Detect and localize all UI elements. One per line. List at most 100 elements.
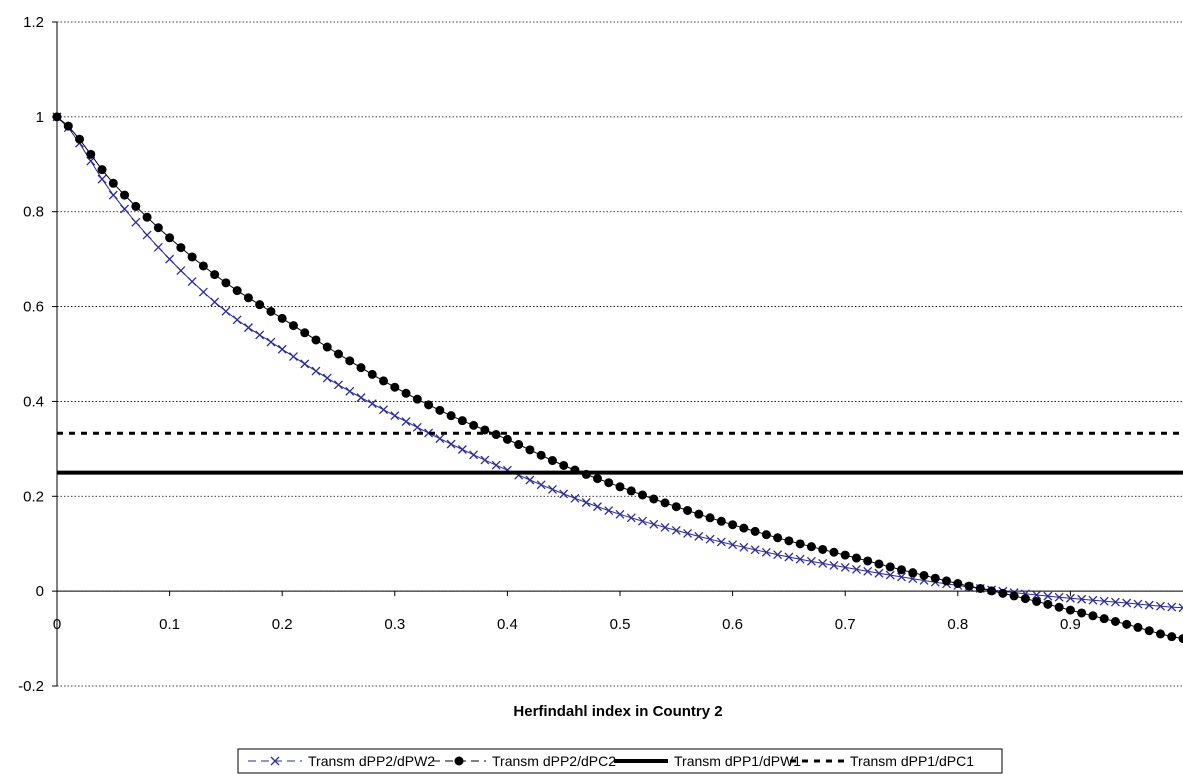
data-point bbox=[784, 536, 794, 546]
data-point bbox=[390, 411, 400, 421]
data-point bbox=[255, 300, 265, 310]
data-point bbox=[311, 366, 321, 376]
data-point bbox=[547, 456, 557, 466]
data-point bbox=[795, 539, 805, 549]
data-point bbox=[536, 450, 546, 460]
data-point bbox=[592, 474, 602, 484]
data-point bbox=[525, 475, 535, 485]
data-point bbox=[1099, 596, 1109, 606]
data-point bbox=[660, 522, 670, 532]
data-point bbox=[334, 380, 343, 390]
data-point bbox=[232, 286, 242, 296]
data-point bbox=[311, 335, 321, 345]
legend-marker bbox=[454, 756, 464, 766]
data-point bbox=[86, 149, 96, 159]
data-point bbox=[356, 363, 366, 373]
data-point bbox=[660, 498, 670, 508]
data-point bbox=[863, 566, 873, 576]
data-point bbox=[187, 252, 197, 262]
series-line bbox=[56, 116, 1183, 609]
x-tick-label: 0.2 bbox=[272, 616, 293, 633]
data-point bbox=[221, 278, 231, 288]
data-point bbox=[367, 369, 377, 379]
data-point bbox=[142, 212, 152, 222]
data-point bbox=[998, 588, 1008, 598]
data-point bbox=[626, 513, 636, 523]
data-point bbox=[593, 502, 602, 512]
data-point bbox=[728, 520, 738, 530]
data-point bbox=[716, 516, 726, 526]
data-point bbox=[435, 405, 445, 415]
legend-entry-3: Transm dPP1/dPW1 bbox=[614, 753, 801, 769]
data-point bbox=[356, 393, 366, 403]
data-point bbox=[401, 417, 411, 426]
data-point bbox=[424, 428, 434, 438]
data-point bbox=[818, 544, 828, 554]
data-point bbox=[581, 498, 591, 507]
data-point bbox=[840, 562, 850, 572]
x-tick-label: 0.3 bbox=[384, 616, 405, 633]
data-point bbox=[63, 121, 73, 131]
data-point bbox=[705, 534, 715, 544]
data-point bbox=[277, 313, 287, 323]
x-axis-title: Herfindahl index in Country 2 bbox=[513, 703, 722, 720]
data-point bbox=[897, 572, 906, 582]
data-point bbox=[964, 581, 974, 591]
data-point bbox=[120, 190, 130, 200]
data-point bbox=[795, 554, 805, 564]
data-point bbox=[210, 297, 220, 307]
data-point bbox=[221, 306, 231, 316]
data-point bbox=[1054, 602, 1064, 612]
data-point bbox=[108, 178, 118, 188]
data-point bbox=[885, 570, 895, 580]
data-point bbox=[1178, 634, 1183, 644]
data-point bbox=[919, 570, 929, 580]
data-point bbox=[176, 243, 186, 253]
data-point bbox=[615, 482, 625, 492]
data-point bbox=[1032, 596, 1042, 606]
data-point bbox=[142, 230, 152, 240]
legend-label: Transm dPP2/dPC2 bbox=[492, 753, 616, 769]
data-point bbox=[604, 506, 614, 516]
data-point bbox=[829, 560, 839, 570]
data-point bbox=[739, 523, 749, 533]
legend-label: Transm dPP1/dPC1 bbox=[850, 753, 974, 769]
data-point bbox=[683, 528, 693, 538]
data-point bbox=[1110, 616, 1120, 626]
data-point bbox=[379, 405, 388, 415]
data-point bbox=[1043, 599, 1053, 609]
data-point bbox=[210, 270, 220, 280]
data-point bbox=[716, 537, 726, 547]
series-line bbox=[56, 116, 1183, 640]
data-point bbox=[322, 373, 332, 383]
data-point bbox=[288, 321, 298, 331]
data-point bbox=[728, 540, 738, 550]
data-point bbox=[469, 450, 479, 460]
data-point bbox=[1077, 594, 1087, 604]
data-point bbox=[412, 422, 422, 432]
data-point bbox=[525, 445, 535, 455]
data-point bbox=[739, 542, 749, 552]
data-point bbox=[863, 556, 873, 566]
data-point bbox=[1032, 590, 1042, 600]
y-tick-label: 1.2 bbox=[23, 14, 44, 31]
data-point bbox=[638, 490, 648, 500]
x-tick-label: 0.1 bbox=[159, 616, 180, 633]
data-point bbox=[435, 434, 445, 444]
data-point bbox=[165, 233, 175, 243]
data-point bbox=[784, 552, 794, 562]
data-point bbox=[942, 576, 952, 586]
data-point bbox=[255, 330, 265, 340]
data-point bbox=[153, 242, 163, 252]
data-point bbox=[874, 568, 884, 578]
data-point bbox=[547, 484, 557, 494]
data-point bbox=[806, 542, 816, 552]
data-point bbox=[671, 502, 681, 512]
data-point bbox=[1122, 619, 1132, 629]
data-point bbox=[604, 478, 614, 488]
data-point bbox=[908, 568, 918, 578]
data-point bbox=[1144, 626, 1154, 636]
data-point bbox=[52, 112, 62, 122]
data-point bbox=[243, 323, 253, 333]
data-point bbox=[761, 530, 771, 540]
